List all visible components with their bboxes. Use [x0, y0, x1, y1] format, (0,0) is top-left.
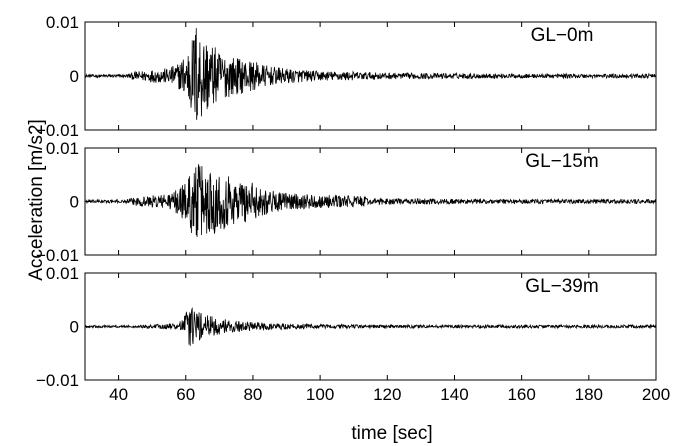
y-tick-label: 0 — [70, 193, 79, 212]
x-tick-label: 40 — [109, 385, 128, 404]
panel-label: GL−39m — [525, 276, 598, 297]
panels: −0.01 0 0.01 GL−0m −0.01 0 0.01 GL−15m −0.01 0 0.0… — [36, 13, 657, 390]
panel-1: −0.01 0 0.01 GL−0m — [36, 13, 657, 140]
y-tick-label: 0.01 — [46, 139, 79, 158]
panel-label: GL−15m — [525, 151, 598, 172]
x-axis: 40 60 80 100 120 140 160 180 200 — [109, 385, 670, 404]
y-tick-label: −0.01 — [36, 121, 79, 140]
x-tick-label: 100 — [306, 385, 334, 404]
y-tick-label: −0.01 — [36, 371, 79, 390]
x-tick-label: 160 — [507, 385, 535, 404]
series-line — [85, 164, 656, 238]
y-tick-label: 0 — [70, 318, 79, 337]
y-tick-label: 0.01 — [46, 264, 79, 283]
y-axis-title: Acceleration [m/s2] — [26, 119, 47, 281]
series-line — [85, 28, 656, 120]
panel-2: −0.01 0 0.01 GL−15m — [36, 139, 657, 265]
panel-label: GL−0m — [531, 25, 594, 46]
x-tick-label: 60 — [176, 385, 195, 404]
x-tick-label: 200 — [642, 385, 670, 404]
x-tick-label: 80 — [243, 385, 262, 404]
y-tick-label: 0 — [70, 67, 79, 86]
y-tick-label: 0.01 — [46, 13, 79, 32]
series-line — [85, 307, 656, 346]
y-tick-label: −0.01 — [36, 246, 79, 265]
x-tick-label: 180 — [575, 385, 603, 404]
panel-3: −0.01 0 0.01 GL−39m — [36, 264, 657, 390]
x-axis-title: time [sec] — [351, 423, 432, 444]
x-tick-label: 120 — [373, 385, 401, 404]
x-tick-label: 140 — [440, 385, 468, 404]
